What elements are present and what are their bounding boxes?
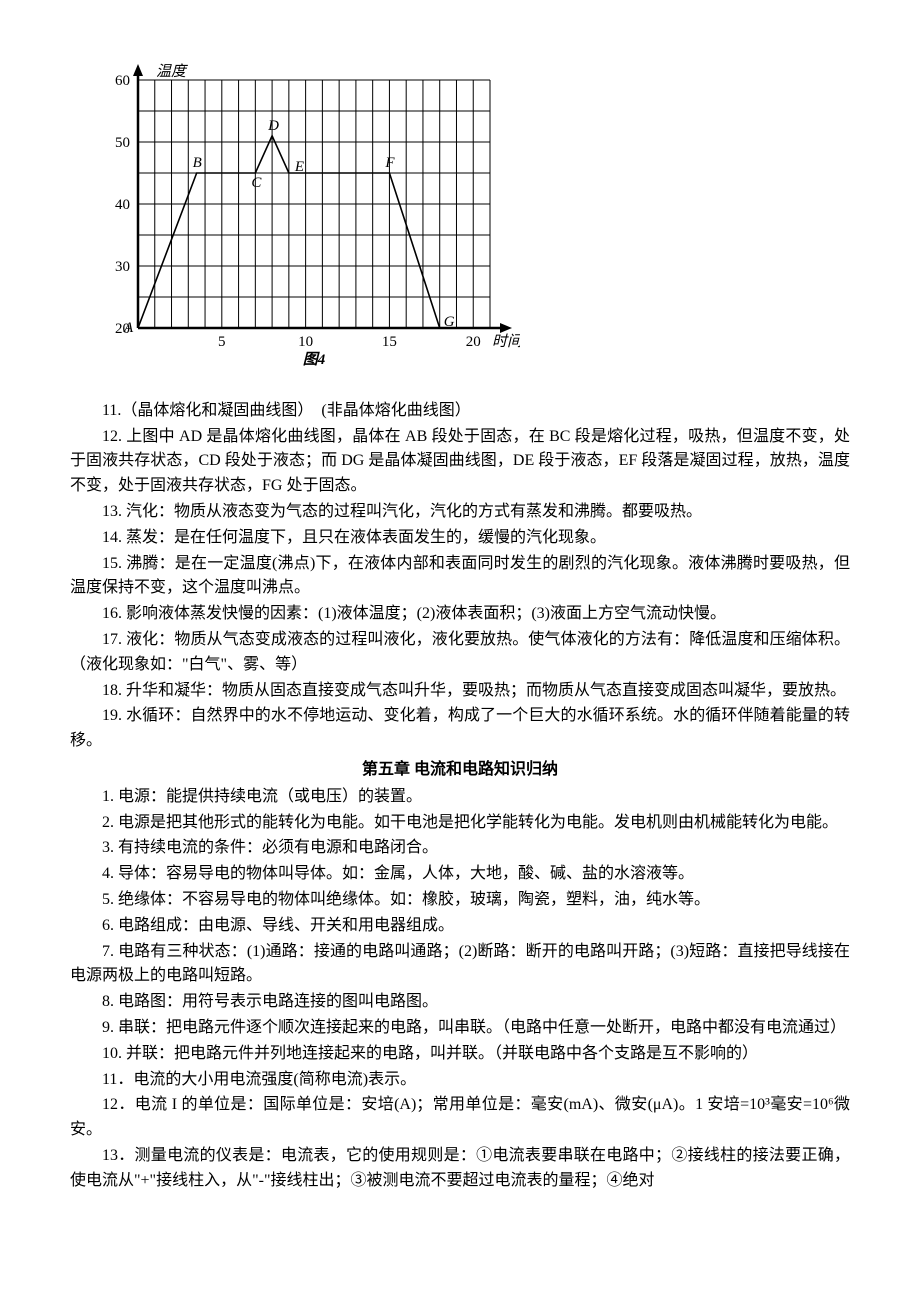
svg-text:A: A	[123, 320, 134, 336]
melting-freezing-chart: 20304050605101520温度时间图4ABDCEFG	[90, 60, 850, 379]
svg-text:60: 60	[115, 73, 130, 89]
svg-text:B: B	[193, 155, 202, 171]
sec2-para-1: 2. 电源是把其他形式的能转化为电能。如干电池是把化学能转化为电能。发电机则由机…	[70, 811, 850, 836]
sec1-para-2: 13. 汽化：物质从液态变为气态的过程叫汽化，汽化的方式有蒸发和沸腾。都要吸热。	[70, 500, 850, 525]
svg-text:50: 50	[115, 135, 130, 151]
paragraphs-section-1: 11.（晶体熔化和凝固曲线图） (非晶体熔化曲线图）12. 上图中 AD 是晶体…	[70, 399, 850, 754]
svg-text:10: 10	[298, 334, 313, 350]
chart-svg: 20304050605101520温度时间图4ABDCEFG	[90, 60, 520, 370]
sec2-para-6: 7. 电路有三种状态：(1)通路：接通的电路叫通路；(2)断路：断开的电路叫开路…	[70, 940, 850, 990]
sec2-para-10: 11．电流的大小用电流强度(简称电流)表示。	[70, 1068, 850, 1093]
svg-text:5: 5	[218, 334, 226, 350]
sec1-para-4: 15. 沸腾：是在一定温度(沸点)下，在液体内部和表面同时发生的剧烈的汽化现象。…	[70, 552, 850, 602]
svg-text:D: D	[267, 118, 279, 134]
svg-text:20: 20	[466, 334, 481, 350]
sec2-para-12: 13．测量电流的仪表是：电流表，它的使用规则是：①电流表要串联在电路中；②接线柱…	[70, 1144, 850, 1194]
sec2-para-3: 4. 导体：容易导电的物体叫导体。如：金属，人体，大地，酸、碱、盐的水溶液等。	[70, 862, 850, 887]
svg-text:C: C	[251, 175, 262, 191]
paragraphs-section-2: 1. 电源：能提供持续电流（或电压）的装置。2. 电源是把其他形式的能转化为电能…	[70, 785, 850, 1194]
section-title: 第五章 电流和电路知识归纳	[70, 758, 850, 783]
svg-text:15: 15	[382, 334, 397, 350]
svg-text:F: F	[384, 155, 395, 171]
svg-text:温度: 温度	[156, 63, 188, 80]
sec1-para-5: 16. 影响液体蒸发快慢的因素：(1)液体温度；(2)液体表面积；(3)液面上方…	[70, 602, 850, 627]
svg-text:G: G	[444, 314, 455, 330]
sec2-para-4: 5. 绝缘体：不容易导电的物体叫绝缘体。如：橡胶，玻璃，陶瓷，塑料，油，纯水等。	[70, 888, 850, 913]
sec2-para-5: 6. 电路组成：由电源、导线、开关和用电器组成。	[70, 914, 850, 939]
svg-text:时间: 时间	[492, 333, 520, 350]
sec1-para-7: 18. 升华和凝华：物质从固态直接变成气态叫升华，要吸热；而物质从气态直接变成固…	[70, 679, 850, 704]
sec2-para-0: 1. 电源：能提供持续电流（或电压）的装置。	[70, 785, 850, 810]
sec1-para-6: 17. 液化：物质从气态变成液态的过程叫液化，液化要放热。使气体液化的方法有：降…	[70, 628, 850, 678]
sec2-para-9: 10. 并联：把电路元件并列地连接起来的电路，叫并联。（并联电路中各个支路是互不…	[70, 1042, 850, 1067]
svg-text:E: E	[294, 159, 304, 175]
sec2-para-11: 12．电流 I 的单位是：国际单位是：安培(A)；常用单位是：毫安(mA)、微安…	[70, 1093, 850, 1143]
sec1-para-3: 14. 蒸发：是在任何温度下，且只在液体表面发生的，缓慢的汽化现象。	[70, 526, 850, 551]
sec2-para-2: 3. 有持续电流的条件：必须有电源和电路闭合。	[70, 836, 850, 861]
sec1-para-1: 12. 上图中 AD 是晶体熔化曲线图，晶体在 AB 段处于固态，在 BC 段是…	[70, 425, 850, 499]
svg-text:30: 30	[115, 259, 130, 275]
sec1-para-8: 19. 水循环：自然界中的水不停地运动、变化着，构成了一个巨大的水循环系统。水的…	[70, 704, 850, 754]
svg-text:40: 40	[115, 197, 130, 213]
sec2-para-8: 9. 串联：把电路元件逐个顺次连接起来的电路，叫串联。（电路中任意一处断开，电路…	[70, 1016, 850, 1041]
svg-text:图4: 图4	[303, 351, 326, 368]
sec1-para-0: 11.（晶体熔化和凝固曲线图） (非晶体熔化曲线图）	[70, 399, 850, 424]
sec2-para-7: 8. 电路图：用符号表示电路连接的图叫电路图。	[70, 990, 850, 1015]
